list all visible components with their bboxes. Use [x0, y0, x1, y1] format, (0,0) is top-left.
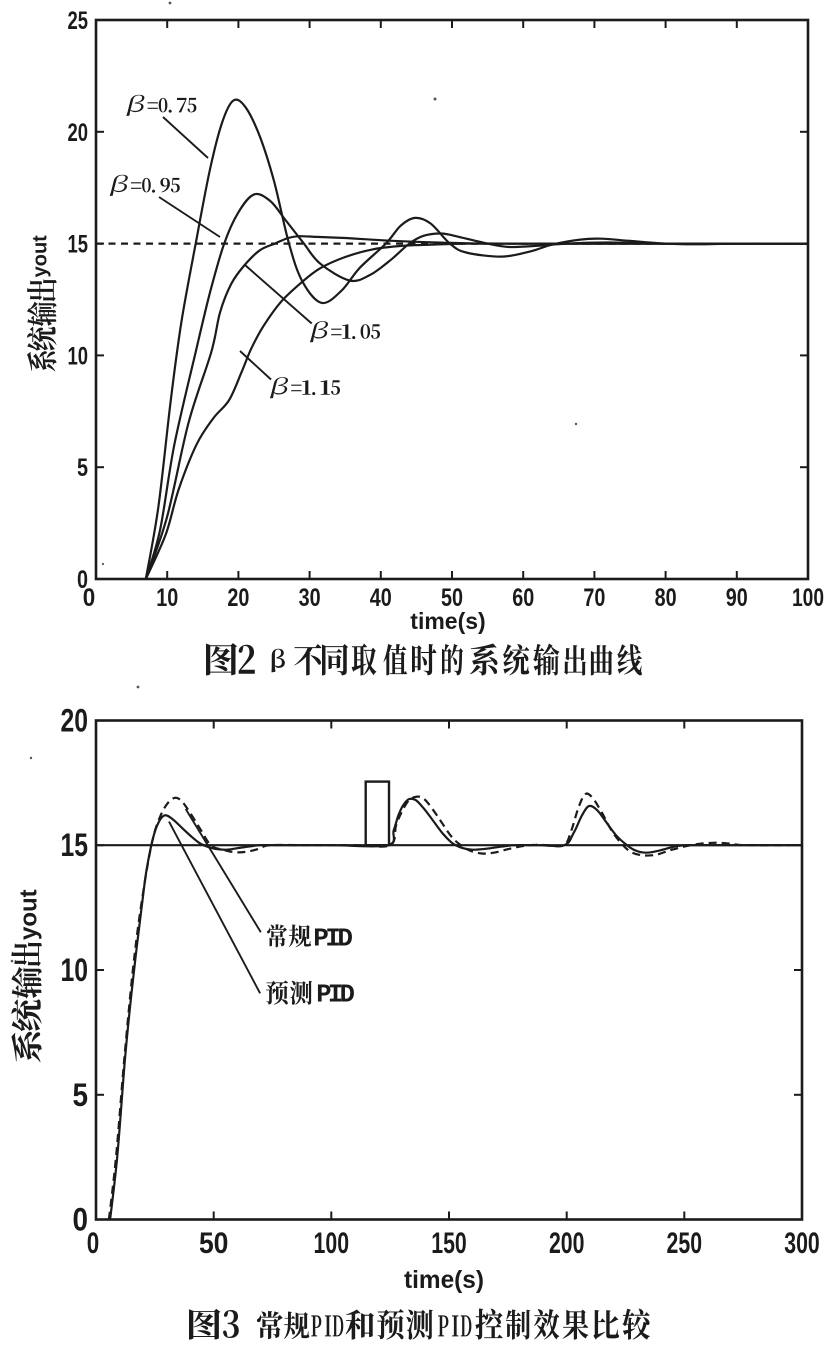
svg-text:10: 10 [156, 584, 178, 612]
svg-text:100: 100 [792, 584, 824, 612]
svg-text:0: 0 [73, 1202, 89, 1238]
svg-text:20: 20 [61, 703, 89, 739]
svg-text:time(s): time(s) [410, 608, 485, 634]
svg-text:70: 70 [583, 584, 605, 612]
svg-text:15: 15 [68, 231, 89, 259]
svg-text:10: 10 [68, 342, 89, 370]
svg-text:5: 5 [77, 454, 88, 482]
svg-text:0: 0 [87, 1227, 100, 1260]
svg-text:50: 50 [199, 1227, 229, 1260]
svg-text:20: 20 [68, 119, 89, 147]
svg-text:yout: yout [16, 889, 43, 940]
svg-text:200: 200 [549, 1227, 585, 1260]
svg-text:15: 15 [61, 827, 89, 863]
svg-text:5: 5 [73, 1077, 89, 1113]
svg-text:50: 50 [441, 584, 463, 612]
svg-text:100: 100 [314, 1227, 350, 1260]
svg-text:20: 20 [227, 584, 249, 612]
svg-text:90: 90 [726, 584, 748, 612]
svg-text:80: 80 [655, 584, 677, 612]
svg-text:60: 60 [512, 584, 534, 612]
svg-text:250: 250 [667, 1227, 703, 1260]
svg-text:10: 10 [61, 952, 89, 988]
svg-text:0: 0 [83, 584, 96, 612]
svg-text:time(s): time(s) [404, 1266, 484, 1294]
svg-text:25: 25 [68, 7, 89, 35]
svg-text:PID: PID [313, 923, 352, 953]
svg-text:150: 150 [431, 1227, 467, 1260]
svg-text:PID: PID [316, 981, 354, 1010]
svg-text:yout: yout [30, 235, 52, 278]
svg-text:300: 300 [784, 1227, 820, 1260]
svg-text:30: 30 [299, 584, 321, 612]
svg-text:40: 40 [370, 584, 392, 612]
svg-text:0: 0 [77, 566, 88, 594]
